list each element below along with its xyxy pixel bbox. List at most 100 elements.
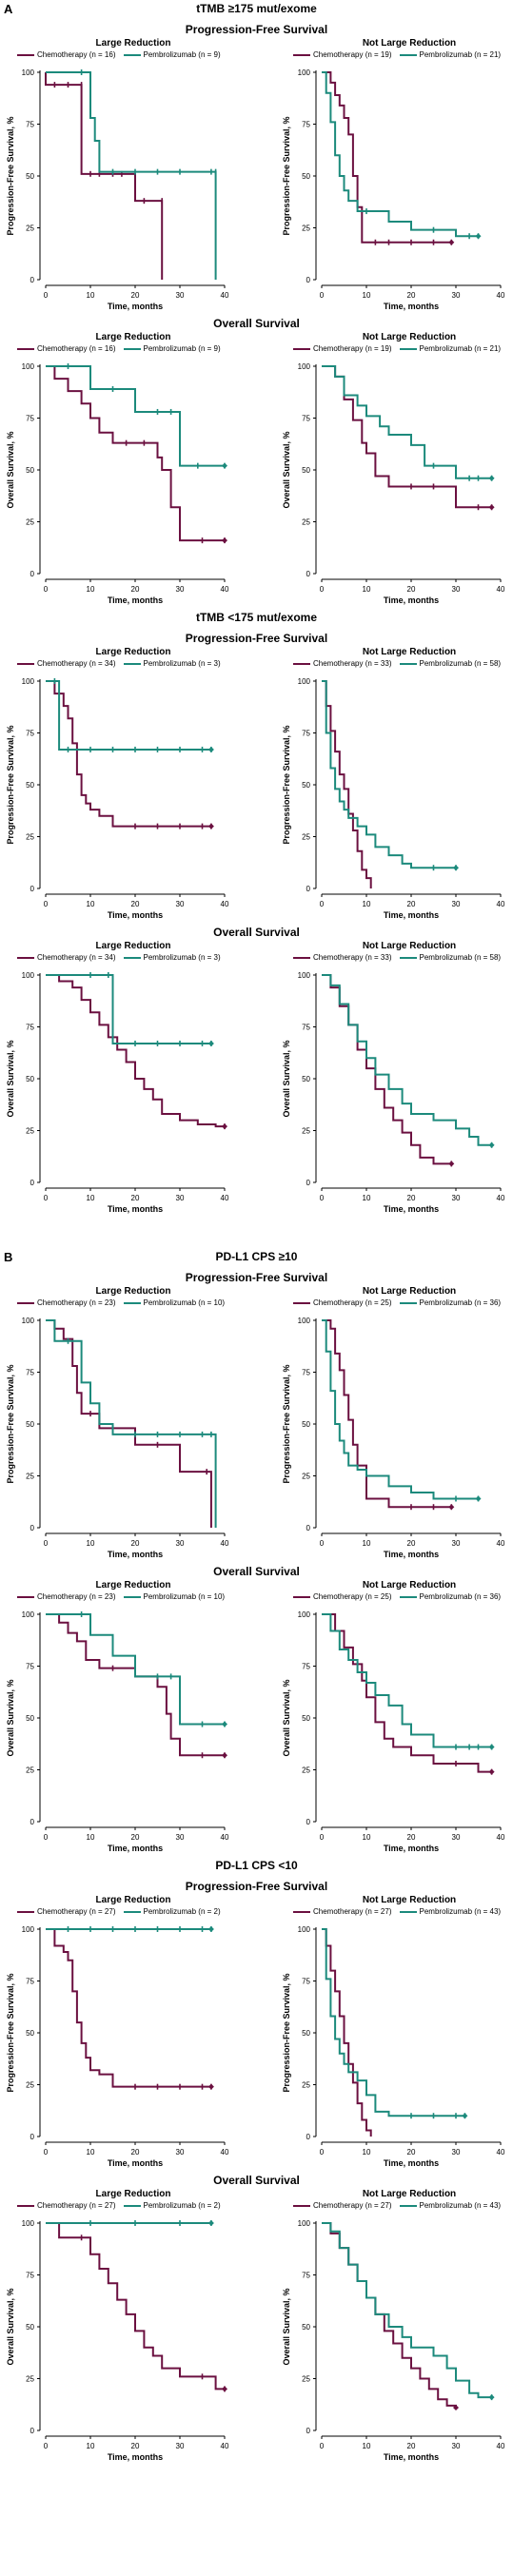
y-tick-label: 0 xyxy=(30,276,35,284)
x-tick-label: 10 xyxy=(87,2442,95,2450)
x-tick-label: 20 xyxy=(131,1194,140,1202)
y-axis-label: Progression-Free Survival, % xyxy=(282,1973,291,2092)
x-tick-label: 30 xyxy=(176,1539,185,1548)
y-tick-label: 50 xyxy=(302,1075,310,1083)
x-tick-label: 40 xyxy=(221,585,229,594)
legend-item: Chemotherapy (n = 19) xyxy=(293,344,392,353)
panel-subtitle: Large Reduction xyxy=(95,2189,171,2199)
y-tick-label: 75 xyxy=(26,415,34,423)
endpoint-marker xyxy=(222,2386,227,2392)
legend-swatch xyxy=(17,1910,34,1913)
x-axis-label: Time, months xyxy=(108,1844,163,1853)
legend-item: Chemotherapy (n = 19) xyxy=(293,50,392,59)
x-tick-label: 0 xyxy=(44,1194,49,1202)
endpoint-marker xyxy=(448,1504,455,1511)
legend-label: Pembrolizumab (n = 10) xyxy=(143,1592,226,1601)
y-tick-label: 0 xyxy=(306,1179,311,1187)
section-title: tTMB ≥175 mut/exome xyxy=(196,2,317,15)
x-tick-label: 0 xyxy=(320,291,325,300)
pembrolizumab-curve xyxy=(46,71,217,280)
legend-label: Pembrolizumab (n = 36) xyxy=(419,1298,502,1307)
legend-swatch xyxy=(123,1301,141,1304)
x-tick-label: 20 xyxy=(407,1833,416,1842)
endpoint-marker xyxy=(475,1495,482,1502)
chemotherapy-curve xyxy=(322,1319,452,1509)
y-tick-label: 75 xyxy=(302,415,310,423)
panel-subtitle: Not Large Reduction xyxy=(362,332,457,342)
x-tick-label: 10 xyxy=(87,1194,95,1202)
panel-title: Progression-Free Survival xyxy=(185,23,328,36)
x-tick-label: 10 xyxy=(87,291,95,300)
legend-swatch xyxy=(293,53,310,56)
x-axis-label: Time, months xyxy=(108,910,163,920)
y-tick-label: 75 xyxy=(302,1369,310,1377)
endpoint-marker xyxy=(448,1161,455,1167)
chemotherapy-curve xyxy=(46,365,225,542)
y-tick-label: 75 xyxy=(26,730,34,738)
legend-item: Chemotherapy (n = 16) xyxy=(17,50,116,59)
panel-subtitle: Not Large Reduction xyxy=(362,2189,457,2199)
km-chart: 0 25 50 75 100 0 10 20 30 40 Time, months Progressi… xyxy=(6,68,229,311)
chemotherapy-curve xyxy=(46,680,211,828)
legend-swatch xyxy=(293,2204,310,2207)
y-tick-label: 25 xyxy=(302,518,310,527)
y-tick-label: 75 xyxy=(26,1663,34,1671)
y-tick-label: 50 xyxy=(26,1714,34,1723)
y-tick-label: 50 xyxy=(302,1420,310,1429)
y-tick-label: 0 xyxy=(306,2133,311,2141)
legend-item: Pembrolizumab (n = 9) xyxy=(123,344,221,353)
y-tick-label: 75 xyxy=(302,121,310,129)
panel-title: Progression-Free Survival xyxy=(185,1271,328,1284)
y-tick-label: 75 xyxy=(302,730,310,738)
y-tick-label: 25 xyxy=(302,2081,310,2090)
legend-swatch xyxy=(399,2204,417,2207)
legend-item: Pembrolizumab (n = 2) xyxy=(123,2201,221,2210)
legend-label: Pembrolizumab (n = 43) xyxy=(419,2201,502,2210)
section-title: PD-L1 CPS <10 xyxy=(215,1859,298,1872)
y-tick-label: 25 xyxy=(26,1473,34,1481)
pembrolizumab-curve xyxy=(322,1613,492,1748)
x-tick-label: 40 xyxy=(497,2442,505,2450)
x-tick-label: 40 xyxy=(221,2442,229,2450)
legend-swatch xyxy=(123,347,141,350)
legend-swatch xyxy=(293,956,310,959)
legend: Chemotherapy (n = 27) Pembrolizumab (n = … xyxy=(293,2201,508,2210)
km-chart: 0 25 50 75 100 0 10 20 30 40 Time, months Overall S… xyxy=(282,2219,505,2462)
y-tick-label: 100 xyxy=(298,1925,311,1934)
legend-label: Chemotherapy (n = 25) xyxy=(313,1592,392,1601)
legend-item: Pembrolizumab (n = 2) xyxy=(123,1907,221,1916)
endpoint-marker xyxy=(488,2394,495,2401)
x-tick-label: 20 xyxy=(131,2442,140,2450)
x-tick-label: 30 xyxy=(176,2148,185,2156)
pembrolizumab-curve xyxy=(322,680,456,869)
x-tick-label: 10 xyxy=(87,585,95,594)
legend-label: Chemotherapy (n = 33) xyxy=(313,953,392,962)
x-tick-label: 10 xyxy=(87,1833,95,1842)
y-tick-label: 100 xyxy=(22,971,35,980)
y-tick-label: 75 xyxy=(26,1369,34,1377)
panel-subtitle: Not Large Reduction xyxy=(362,1580,457,1590)
x-tick-label: 40 xyxy=(497,1833,505,1842)
y-tick-label: 50 xyxy=(26,466,34,475)
km-chart: 0 25 50 75 100 0 10 20 30 40 Time, months Progressi… xyxy=(282,68,505,311)
y-tick-label: 0 xyxy=(30,2133,35,2141)
panel-subtitle: Large Reduction xyxy=(95,1895,171,1905)
endpoint-marker xyxy=(207,1926,214,1932)
x-tick-label: 0 xyxy=(44,1539,49,1548)
km-chart: 0 25 50 75 100 0 10 20 30 40 Time, months Overall S… xyxy=(282,362,505,605)
legend-label: Pembrolizumab (n = 36) xyxy=(419,1592,502,1601)
y-tick-label: 25 xyxy=(302,1766,310,1775)
y-tick-label: 0 xyxy=(30,885,35,893)
y-tick-label: 75 xyxy=(26,121,34,129)
legend-item: Pembrolizumab (n = 58) xyxy=(399,953,501,962)
legend-item: Pembrolizumab (n = 10) xyxy=(123,1298,225,1307)
panel-title: Overall Survival xyxy=(213,1565,300,1578)
x-tick-label: 30 xyxy=(176,2442,185,2450)
x-tick-label: 10 xyxy=(363,1539,371,1548)
endpoint-marker xyxy=(222,537,227,544)
x-tick-label: 10 xyxy=(363,1194,371,1202)
section-letter: A xyxy=(4,2,13,16)
legend-item: Chemotherapy (n = 34) xyxy=(17,659,116,668)
pembrolizumab-curve xyxy=(46,680,211,751)
chemotherapy-curve xyxy=(322,1928,372,2137)
